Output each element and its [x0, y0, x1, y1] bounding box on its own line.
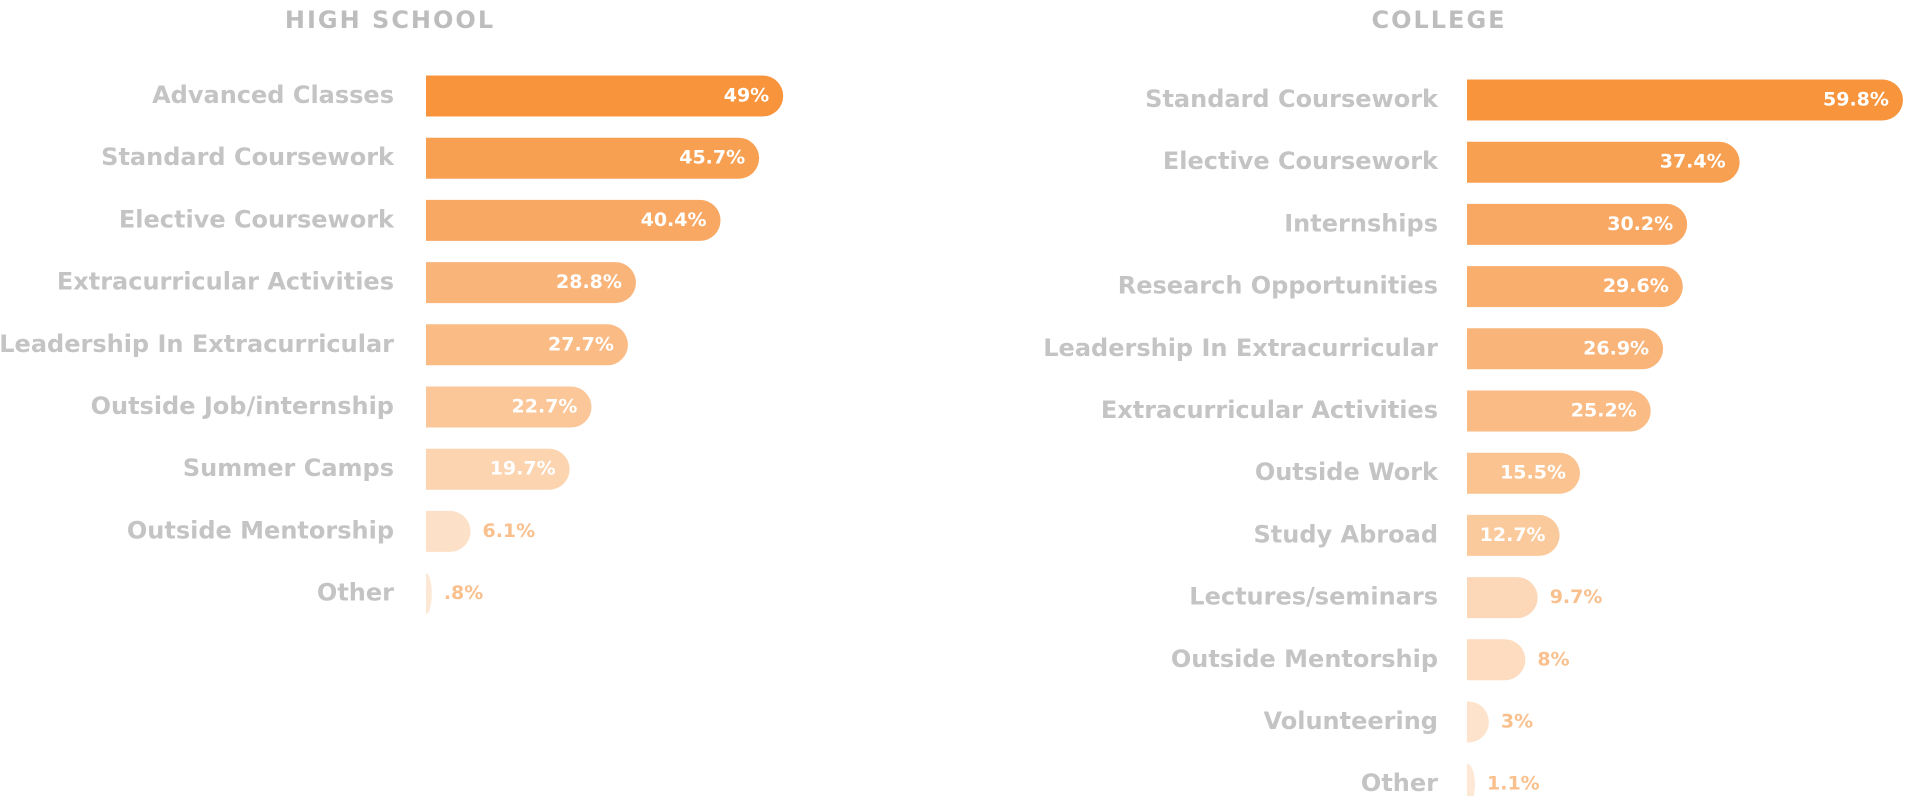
bar — [1467, 514, 1560, 556]
value-label: 22.7% — [512, 396, 578, 418]
category-label: Research Opportunities — [1118, 272, 1438, 300]
category-label: Standard Coursework — [101, 143, 395, 171]
category-label: Extracurricular Activities — [57, 268, 394, 296]
category-label: Other — [317, 579, 394, 607]
category-label: Outside Mentorship — [1171, 645, 1438, 673]
value-label: 59.8% — [1823, 89, 1889, 111]
bar — [426, 262, 636, 304]
value-label: 12.7% — [1480, 524, 1546, 546]
value-label: 30.2% — [1607, 213, 1673, 235]
value-label: 8% — [1537, 648, 1569, 670]
value-label: 26.9% — [1583, 337, 1649, 359]
bar — [1467, 390, 1651, 432]
bar — [426, 573, 432, 615]
bar — [426, 199, 721, 241]
value-label: 37.4% — [1660, 151, 1726, 173]
bar — [426, 448, 570, 490]
category-label: Volunteering — [1263, 707, 1438, 735]
value-label: 40.4% — [641, 209, 707, 231]
category-label: Elective Coursework — [1163, 147, 1439, 175]
bar — [1467, 763, 1476, 800]
bar — [1467, 639, 1526, 681]
category-label: Summer Camps — [183, 454, 394, 482]
bar — [426, 386, 592, 428]
bar — [1467, 328, 1664, 370]
category-label: Outside Job/internship — [91, 392, 394, 420]
bar — [426, 75, 784, 117]
value-label: 19.7% — [490, 458, 556, 480]
category-label: Other — [1361, 769, 1438, 796]
value-label: 29.6% — [1603, 275, 1669, 297]
category-label: Lectures/seminars — [1189, 583, 1438, 611]
category-label: Leadership In Extracurricular — [1043, 334, 1438, 362]
chart-title: COLLEGE — [1371, 6, 1506, 34]
value-label: 1.1% — [1487, 773, 1540, 795]
value-label: 15.5% — [1500, 462, 1566, 484]
value-label: 3% — [1501, 711, 1533, 733]
value-label: .8% — [444, 582, 483, 604]
category-label: Study Abroad — [1254, 520, 1438, 548]
category-label: Advanced Classes — [152, 81, 394, 109]
value-label: 28.8% — [556, 271, 622, 293]
bar — [1467, 701, 1489, 743]
chart-title: HIGH SCHOOL — [285, 6, 495, 34]
value-label: 45.7% — [679, 147, 745, 169]
category-label: Leadership In Extracurricular — [0, 330, 394, 358]
category-label: Standard Coursework — [1145, 85, 1439, 113]
value-label: 9.7% — [1550, 586, 1603, 608]
bar — [426, 137, 760, 179]
value-label: 49% — [724, 85, 769, 107]
bar — [1467, 577, 1538, 619]
bar — [1467, 79, 1903, 121]
category-label: Extracurricular Activities — [1101, 396, 1438, 424]
category-label: Internships — [1284, 209, 1438, 237]
bar — [426, 324, 628, 366]
value-label: 25.2% — [1571, 400, 1637, 422]
bar — [426, 510, 471, 552]
bar — [1467, 141, 1740, 183]
category-label: Outside Work — [1255, 458, 1439, 486]
value-label: 27.7% — [548, 333, 614, 355]
category-label: Outside Mentorship — [127, 516, 394, 544]
bar — [1467, 203, 1688, 245]
value-label: 6.1% — [482, 520, 535, 542]
bar — [1467, 266, 1683, 308]
category-label: Elective Coursework — [119, 205, 395, 233]
bar — [1467, 452, 1580, 494]
